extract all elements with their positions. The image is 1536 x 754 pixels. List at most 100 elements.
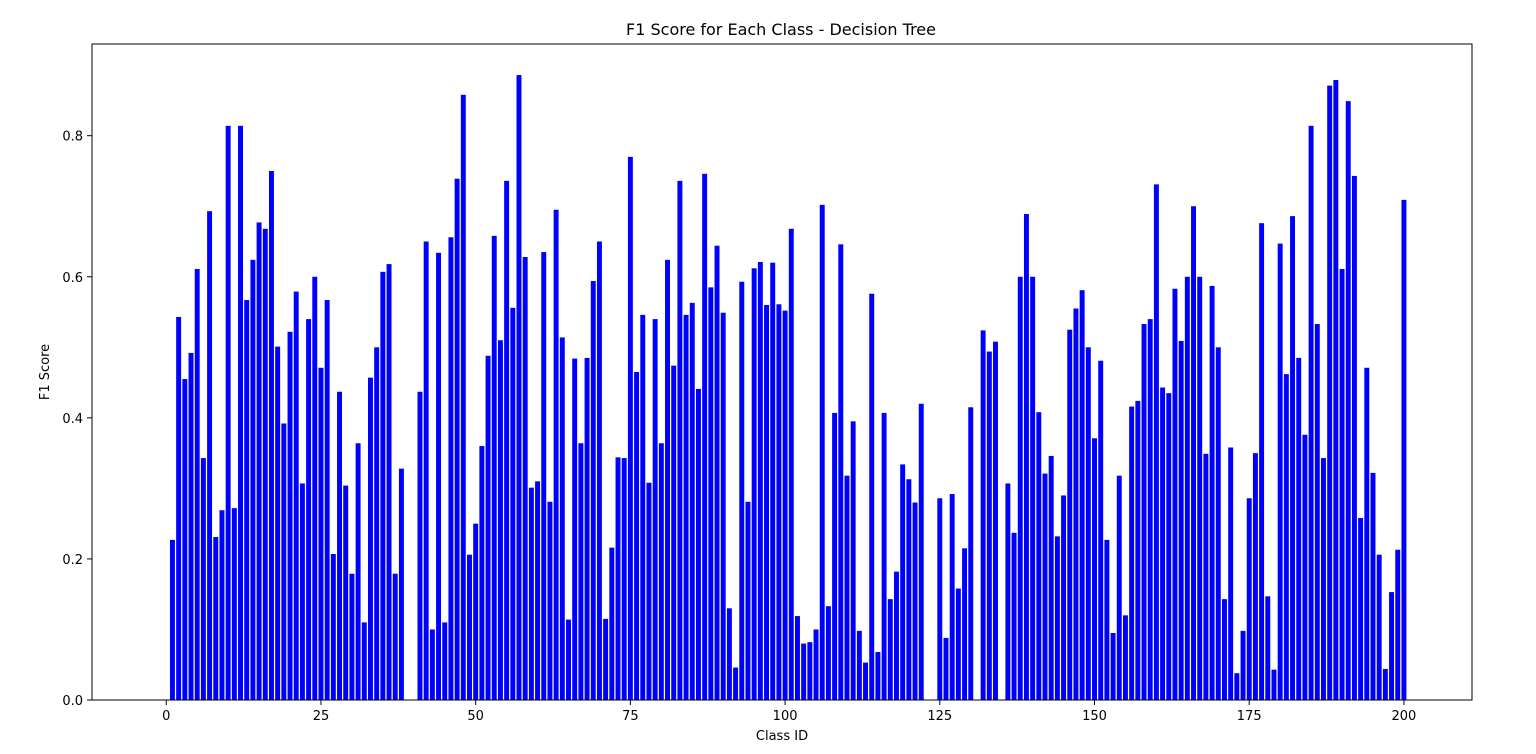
bar-class-108 [832, 412, 838, 700]
bar-class-160 [1153, 184, 1159, 701]
bar-class-192 [1351, 175, 1357, 700]
bar-class-110 [844, 475, 850, 700]
bar-class-13 [244, 300, 250, 700]
bar-class-68 [584, 357, 590, 700]
bar-class-100 [782, 310, 788, 700]
bar-class-22 [299, 483, 305, 700]
bar-class-188 [1327, 85, 1333, 701]
bar-class-81 [665, 259, 670, 700]
bar-class-190 [1339, 269, 1345, 700]
bar-class-199 [1395, 549, 1401, 700]
y-tick-label: 0.8 [62, 130, 83, 145]
bar-class-50 [473, 523, 479, 700]
x-tick-label: 200 [1392, 709, 1417, 724]
bar-class-157 [1135, 400, 1141, 700]
bar-class-113 [863, 662, 869, 700]
bar-class-17 [268, 170, 274, 700]
bar-class-10 [225, 125, 231, 700]
bar-class-200 [1401, 199, 1407, 700]
bar-class-80 [658, 443, 664, 700]
bar-class-162 [1166, 393, 1172, 700]
bar-class-183 [1296, 357, 1302, 700]
bar-class-53 [491, 235, 497, 700]
bar-class-56 [510, 307, 516, 700]
bar-class-186 [1314, 324, 1320, 700]
y-axis-label: F1 Score [38, 344, 53, 400]
bar-class-146 [1067, 329, 1073, 700]
bar-class-52 [485, 355, 491, 700]
bar-group [169, 75, 1407, 701]
bar-class-101 [788, 228, 794, 701]
bar-class-67 [578, 443, 584, 700]
bar-class-177 [1259, 223, 1265, 700]
bar-class-155 [1122, 615, 1128, 700]
bar-class-4 [188, 352, 194, 700]
bar-class-76 [634, 372, 640, 700]
bar-class-35 [380, 271, 386, 700]
bar-class-109 [838, 244, 844, 700]
bar-class-89 [714, 245, 720, 700]
bar-class-189 [1333, 79, 1339, 701]
bar-class-198 [1389, 592, 1395, 700]
bar-class-150 [1092, 438, 1097, 700]
bar-class-196 [1376, 554, 1382, 700]
bar-class-51 [479, 446, 485, 700]
bar-class-176 [1252, 453, 1258, 700]
bar-class-45 [442, 622, 448, 700]
bar-class-111 [850, 421, 856, 700]
bar-class-79 [652, 319, 658, 700]
bar-class-48 [460, 94, 466, 700]
bar-class-12 [238, 125, 243, 700]
bar-class-170 [1215, 347, 1221, 700]
bar-class-107 [825, 606, 831, 700]
x-axis-ticks: 0 25 50 75 100 125 150 175 200 [162, 700, 1416, 724]
bar-class-1 [169, 539, 175, 700]
bar-class-38 [398, 468, 404, 700]
x-tick-label: 150 [1082, 709, 1107, 724]
bar-class-122 [918, 403, 924, 700]
bar-class-184 [1302, 434, 1308, 700]
bar-class-154 [1116, 475, 1122, 700]
bar-class-8 [213, 537, 219, 700]
bar-class-66 [572, 358, 578, 700]
bar-class-121 [912, 502, 918, 700]
bar-class-84 [683, 314, 689, 700]
bar-class-141 [1036, 412, 1042, 700]
y-tick-label: 0.0 [62, 694, 83, 709]
bar-class-29 [343, 485, 349, 700]
bar-class-86 [695, 388, 701, 700]
bar-class-7 [207, 211, 213, 700]
plot-frame [91, 43, 1473, 701]
bar-class-104 [807, 642, 813, 700]
bar-class-43 [429, 629, 435, 700]
bar-class-37 [392, 573, 398, 700]
bar-class-42 [423, 241, 429, 700]
bar-class-36 [386, 264, 392, 700]
bar-class-168 [1203, 453, 1209, 700]
chart-title: F1 Score for Each Class - Decision Tree [626, 20, 936, 39]
bar-class-20 [287, 331, 293, 700]
x-tick-label: 50 [467, 709, 484, 724]
bar-class-136 [1005, 483, 1011, 700]
bar-class-144 [1054, 536, 1060, 700]
bar-class-175 [1246, 498, 1252, 700]
bar-class-31 [355, 443, 361, 700]
y-tick-label: 0.4 [62, 412, 83, 427]
bar-class-26 [324, 300, 330, 700]
bar-class-138 [1017, 276, 1023, 700]
bar-class-23 [306, 319, 312, 700]
bar-class-18 [275, 346, 281, 700]
bar-class-125 [937, 498, 943, 700]
bar-class-118 [894, 571, 899, 700]
bar-class-197 [1382, 668, 1388, 700]
bar-class-145 [1061, 495, 1067, 700]
bar-class-95 [751, 268, 757, 700]
bar-class-128 [955, 588, 961, 700]
bar-class-114 [869, 293, 875, 700]
bar-class-191 [1345, 101, 1351, 700]
bar-class-58 [522, 257, 528, 700]
bar-class-78 [646, 482, 652, 700]
bar-class-151 [1098, 360, 1104, 700]
bar-class-194 [1364, 367, 1370, 700]
